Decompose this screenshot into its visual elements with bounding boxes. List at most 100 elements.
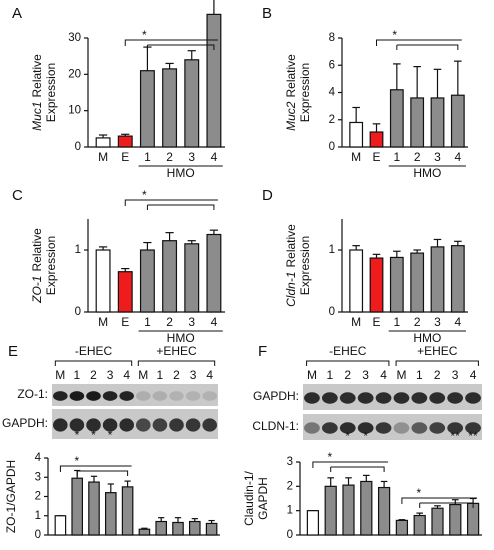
blot-note: * [345,429,350,443]
x-tick-label: 3 [188,150,195,164]
blot-band [202,418,218,432]
bar [206,233,222,313]
significance-star: * [142,188,147,202]
bar [466,502,480,536]
blot-row-label: ZO-1: [17,387,48,401]
bar [184,243,200,313]
lane-label: M [396,368,406,382]
y-tick-label: 0 [75,141,81,153]
bar [377,486,391,536]
significance-star: * [142,28,147,42]
y-axis-label-text: Expression [44,236,58,295]
blot-group-label: -EHEC [329,344,367,358]
blot-band [185,418,201,432]
blot-band [69,391,85,401]
group-label: HMO [413,331,441,345]
y-axis-label-text: Claudin-1/ [242,470,256,525]
x-tick-label: 4 [454,150,461,164]
blot-band [357,422,374,434]
bar [342,484,355,536]
x-tick-label: E [372,315,380,329]
group-label: HMO [413,166,441,180]
x-tick-label: M [98,315,108,329]
bar [117,135,133,148]
blot-band [102,418,118,432]
significance-bracket [59,465,132,476]
x-tick-label: 1 [144,315,151,329]
y-tick-label: 0 [329,306,335,318]
bar [306,510,320,536]
blot-band [429,422,446,434]
blot-band [447,422,464,434]
significance-bracket [401,497,478,508]
bar [88,481,100,536]
blot-band [119,418,135,432]
lane-label: 2 [90,368,97,382]
group-label: HMO [167,166,195,180]
y-tick-label: 30 [68,32,81,44]
bar [389,89,404,148]
lane-label: 4 [380,368,387,382]
blot-group-label: +EHEC [417,344,458,358]
y-tick-label: 0 [35,529,41,541]
bar [138,528,151,536]
x-tick-label: M [98,150,108,164]
y-tick-label: 3 [35,471,41,483]
blot-band [447,392,464,404]
group-label: HMO [167,331,195,345]
bar [369,257,384,313]
y-tick-label: 3 [287,456,293,468]
y-tick-label: 4 [329,87,336,99]
y-tick-label: 1 [287,505,293,517]
lane-label: 2 [344,368,351,382]
blot-note: * [108,428,113,442]
y-axis-label: ZO-1 Relative [30,228,44,304]
x-tick-label: 4 [211,150,218,164]
blot-band [52,418,68,432]
bar [430,97,445,148]
x-tick-label: E [372,150,380,164]
blot-group-bracket [54,360,133,366]
blot-band [119,391,135,401]
bar [54,515,67,536]
bar [71,477,84,536]
bar [188,520,201,536]
y-axis-label-text: ZO-1/GAPDH [4,460,18,533]
x-tick-label: 2 [414,315,421,329]
bar [139,249,155,313]
x-tick-label: 1 [393,150,400,164]
lane-label: 1 [327,368,334,382]
blot-band [411,422,428,434]
lane-label: 3 [362,368,369,382]
blot-note: ** [468,429,478,443]
blot-band [152,418,168,432]
x-tick-label: 4 [454,315,461,329]
bar [389,256,404,313]
lane-label: M [55,368,65,382]
x-tick-label: E [121,315,129,329]
blot-band [304,422,320,434]
blot-band [69,418,85,432]
x-tick-label: M [351,315,361,329]
y-axis-label: Expression [44,63,58,122]
blot-band [465,422,481,434]
lane-label: 2 [434,368,441,382]
lane-label: 4 [206,368,213,382]
blot-row-label: GAPDH: [2,416,48,430]
y-axis-label-text: Expression [298,236,312,295]
bar [95,137,111,148]
blot-group-bracket [306,360,390,366]
y-tick-label: 2 [35,491,41,503]
y-tick-label: 0 [287,529,293,541]
blot-band [393,422,410,434]
panel-label: A [12,5,22,22]
blot-band [339,392,356,404]
lane-label: 4 [470,368,477,382]
blot-note: * [91,428,96,442]
bar [117,271,133,313]
y-axis-label: Muc1 Relative [30,54,44,131]
bar [431,507,444,536]
significance-star: * [392,28,397,42]
blot-group-label: +EHEC [156,344,197,358]
